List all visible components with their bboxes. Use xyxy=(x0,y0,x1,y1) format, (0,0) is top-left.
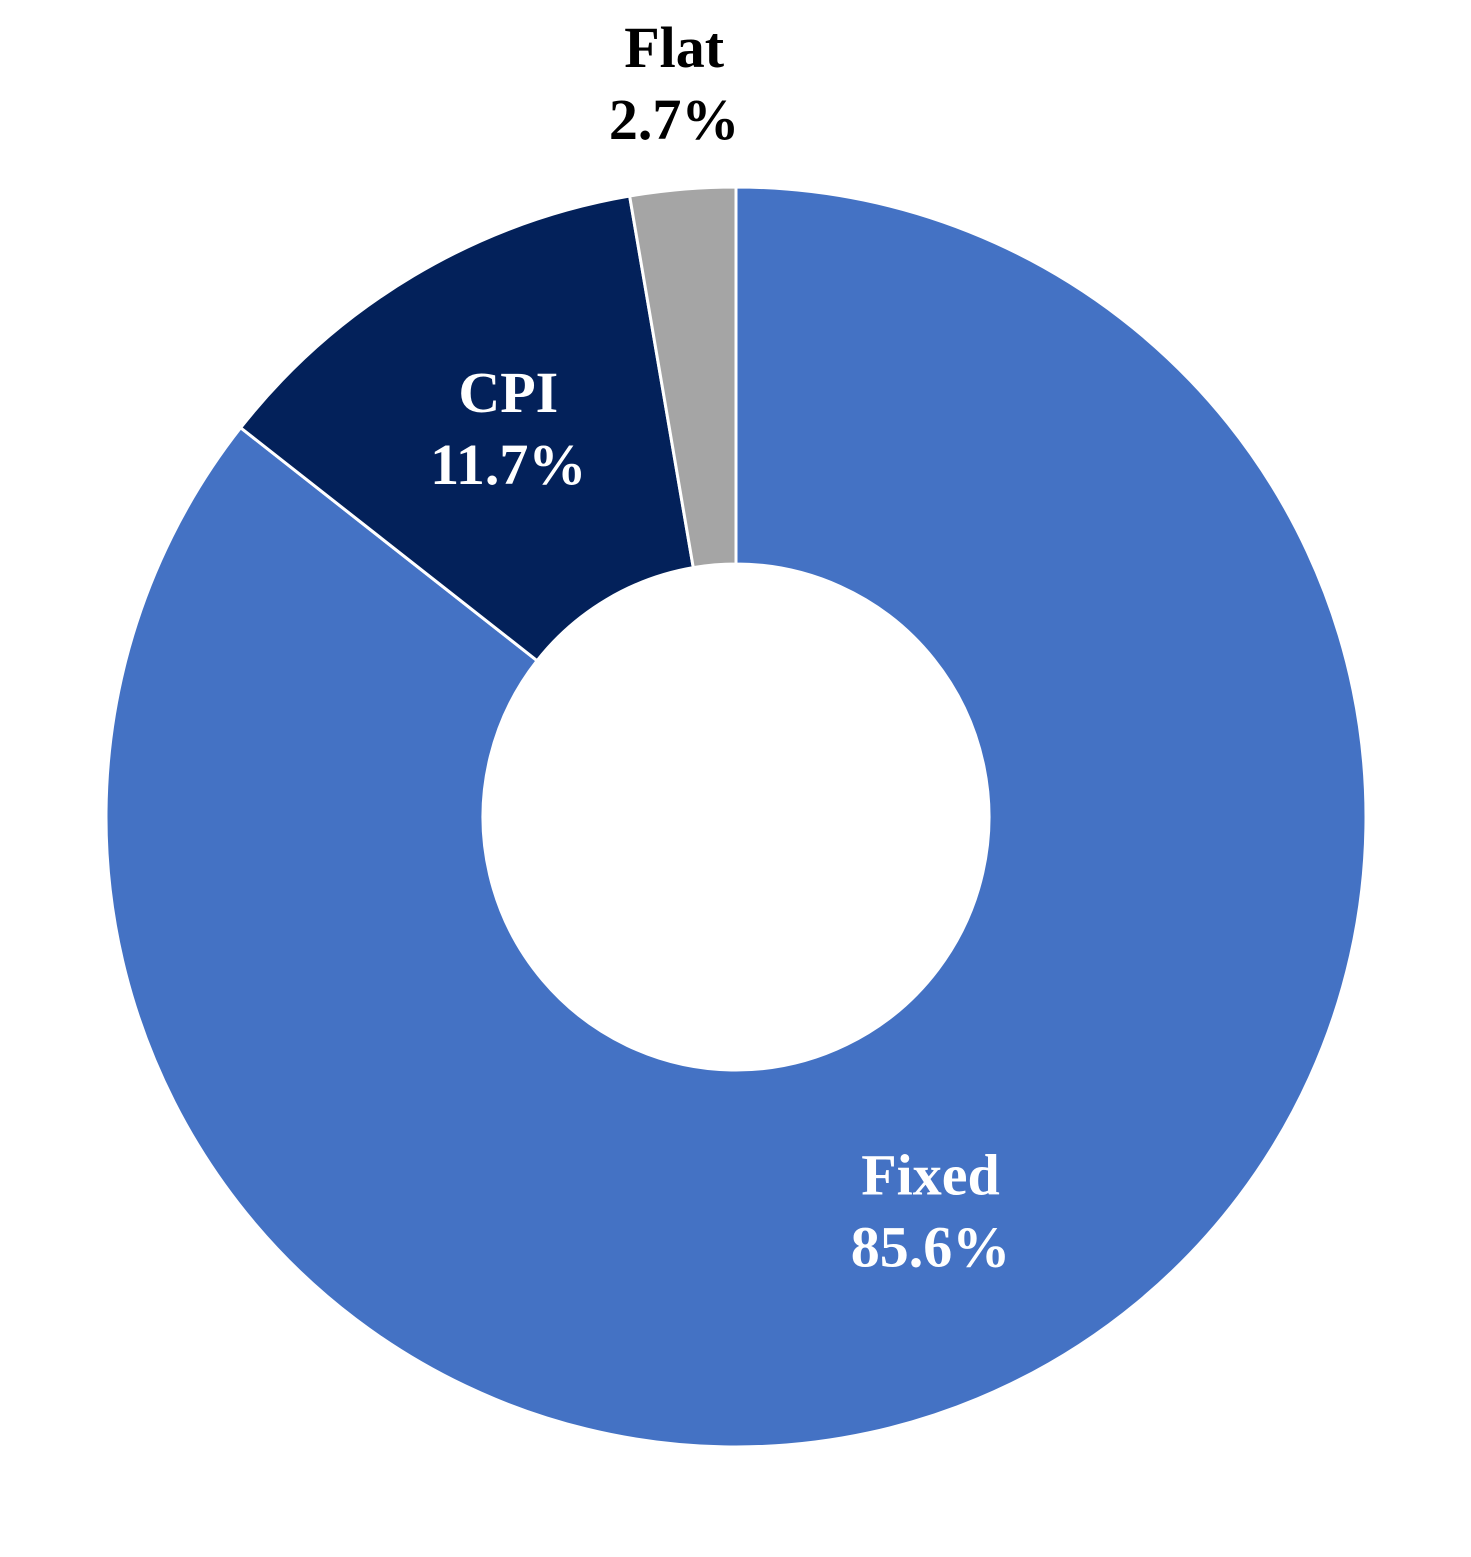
slice-category-label: CPI xyxy=(458,360,558,425)
slice-category-label: Flat xyxy=(624,15,725,80)
slice-value-label: 11.7% xyxy=(430,432,586,497)
donut-slice xyxy=(627,185,738,570)
donut-slice xyxy=(238,194,696,663)
slice-category-label: Fixed xyxy=(861,1143,1000,1208)
slice-value-label: 2.7% xyxy=(609,87,740,152)
slice-value-label: 85.6% xyxy=(851,1215,1011,1280)
donut-slice xyxy=(104,185,1368,1449)
